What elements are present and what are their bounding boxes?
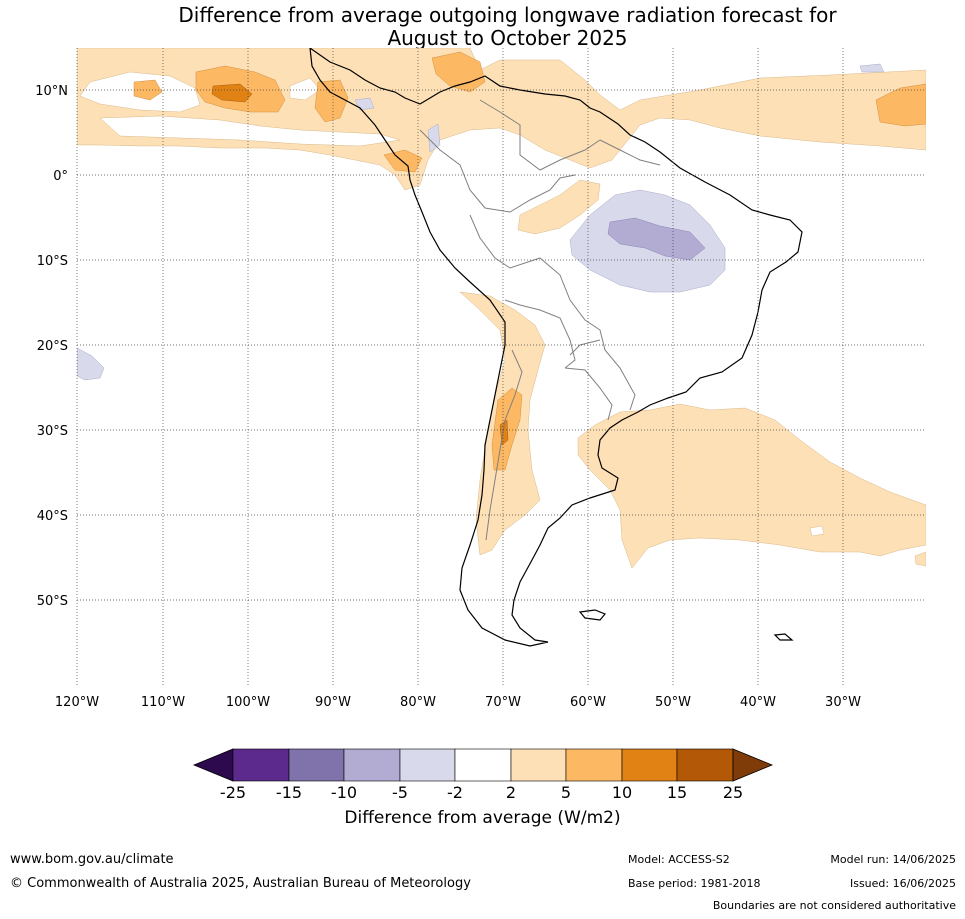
longitude-label: 30°W — [825, 695, 861, 710]
longitude-labels: 120°W 110°W 100°W 90°W 80°W 70°W 60°W 50°W 40°W 3… — [55, 695, 861, 710]
latitude-label: 10°N — [35, 84, 68, 99]
footer-disclaimer: Boundaries are not considered authoritat… — [712, 899, 956, 912]
colorbar-tick-label: -10 — [331, 783, 357, 802]
anomaly-zone-north-5-10-b — [133, 79, 163, 101]
colorbar-tick-label: -5 — [392, 783, 408, 802]
anomaly-zone-north-neg-b — [427, 123, 441, 153]
border-segment — [469, 214, 636, 411]
colorbar — [192, 748, 774, 782]
map-title: Difference from average outgoing longwav… — [0, 4, 965, 50]
colorbar-bin — [343, 748, 401, 782]
anomaly-zone-north-5-10-c — [314, 79, 349, 123]
border-segment — [599, 139, 661, 166]
anomaly-zone-north-gap-3 — [289, 77, 321, 101]
anomaly-zone-north-5-10-e — [875, 83, 926, 127]
anomaly-zone-south-east-pos — [914, 551, 926, 567]
anomaly-zone-north-neg-c — [859, 63, 885, 73]
anomaly-zone-south-atlantic-gap — [809, 525, 825, 537]
south-america-coast — [309, 48, 803, 647]
anomaly-zone-north-5-10-d — [431, 51, 486, 93]
colorbar-bin — [510, 748, 567, 782]
longitude-label: 50°W — [655, 695, 691, 710]
colorbar-tick-label: -15 — [276, 783, 302, 802]
border-segment — [485, 349, 523, 541]
falkland-islands — [578, 609, 606, 621]
longitude-label: 100°W — [226, 695, 270, 710]
colorbar-tick-label: 25 — [723, 783, 743, 802]
graticule — [76, 48, 926, 685]
footer-issued: Issued: 16/06/2025 — [849, 877, 956, 890]
colorbar-bin — [399, 748, 456, 782]
longitude-label: 70°W — [485, 695, 521, 710]
border-segment — [564, 367, 613, 421]
colorbar-bin — [676, 748, 734, 782]
footer-model: Model: ACCESS-S2 — [628, 853, 730, 866]
footer-base-period: Base period: 1981-2018 — [628, 877, 761, 890]
longitude-label: 60°W — [570, 695, 606, 710]
longitude-label: 120°W — [55, 695, 99, 710]
longitude-label: 110°W — [141, 695, 185, 710]
anomaly-zone-west-neg — [77, 347, 105, 381]
south-georgia — [773, 633, 794, 641]
latitude-label: 20°S — [37, 339, 68, 354]
latitude-label: 0° — [53, 169, 68, 184]
colorbar-bin — [621, 748, 678, 782]
colorbar-tick-label: 10 — [612, 783, 632, 802]
latitude-label: 30°S — [37, 424, 68, 439]
colorbar-extend-high — [732, 748, 774, 782]
colorbar-bin — [454, 748, 512, 782]
anomaly-zone-amazon-pos — [517, 179, 601, 235]
latitude-label: 10°S — [37, 254, 68, 269]
anomaly-shading — [77, 48, 926, 569]
title-line-1: Difference from average outgoing longwav… — [178, 3, 837, 27]
colorbar-extend-low — [192, 748, 234, 782]
colorbar-tick-label: -25 — [220, 783, 246, 802]
border-segment — [419, 129, 576, 213]
latitude-labels: 10°N 0° 10°S 20°S 30°S 40°S 50°S — [35, 84, 68, 609]
latitude-label: 50°S — [37, 594, 68, 609]
longitude-label: 90°W — [315, 695, 351, 710]
footer-site-link[interactable]: www.bom.gov.au/climate — [10, 852, 174, 867]
longitude-label: 80°W — [400, 695, 436, 710]
anomaly-zone-north-band — [77, 48, 926, 191]
colorbar-tick-label: 5 — [561, 783, 571, 802]
colorbar-ticks: -25 -15 -10 -5 -2 2 5 10 15 25 — [220, 783, 743, 802]
colorbar-tick-label: -2 — [447, 783, 463, 802]
anomaly-zone-north-gap-2 — [99, 115, 401, 147]
coastline — [309, 48, 803, 647]
colorbar-title: Difference from average (W/m2) — [344, 808, 621, 828]
title-line-2: August to October 2025 — [387, 26, 628, 50]
anomaly-zone-north-10-15 — [211, 83, 253, 103]
footer-copyright: © Commonwealth of Australia 2025, Austra… — [10, 876, 471, 891]
border-segment — [569, 339, 601, 356]
anomaly-zone-south-atlantic-pos — [577, 403, 926, 569]
colorbar-bin — [288, 748, 345, 782]
colorbar-bin — [565, 748, 623, 782]
footer-model-run: Model run: 14/06/2025 — [830, 853, 956, 866]
colorbar-tick-label: 15 — [667, 783, 687, 802]
colorbar-tick-label: 2 — [506, 783, 516, 802]
colorbar-bin — [232, 748, 290, 782]
longitude-label: 40°W — [740, 695, 776, 710]
latitude-label: 40°S — [37, 509, 68, 524]
border-segment — [504, 299, 576, 369]
